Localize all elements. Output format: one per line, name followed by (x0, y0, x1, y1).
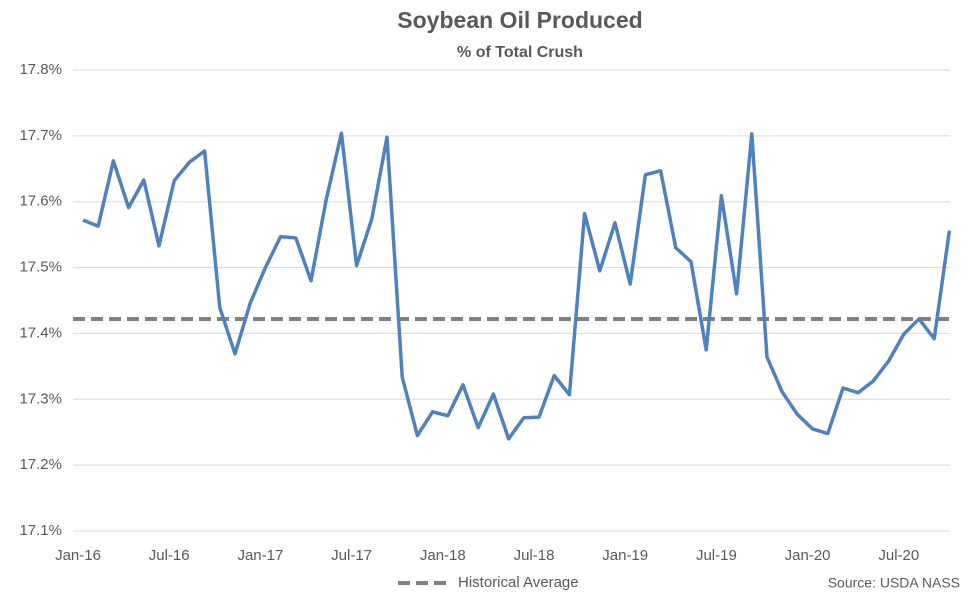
source-note: Source: USDA NASS (828, 575, 960, 591)
x-tick-label: Jan-16 (55, 547, 101, 564)
data-line (82, 131, 952, 441)
y-tick-label: 17.1% (19, 522, 62, 539)
x-tick-label: Jan-18 (420, 547, 466, 564)
x-tick-label: Jan-20 (785, 547, 831, 564)
y-tick-label: 17.4% (19, 324, 62, 341)
chart-subtitle: % of Total Crush (457, 44, 583, 61)
y-tick-label: 17.3% (19, 390, 62, 407)
x-tick-label: Jul-18 (514, 547, 555, 564)
y-tick-label: 17.7% (19, 127, 62, 144)
legend-label: Historical Average (458, 574, 579, 591)
y-tick-label: 17.6% (19, 193, 62, 210)
y-tick-label: 17.5% (19, 259, 62, 276)
x-tick-label: Jul-16 (149, 547, 190, 564)
x-tick-label: Jul-17 (331, 547, 372, 564)
x-tick-label: Jul-19 (696, 547, 737, 564)
y-tick-label: 17.8% (19, 61, 62, 78)
x-tick-label: Jul-20 (878, 547, 919, 564)
chart-title: Soybean Oil Produced (397, 7, 642, 33)
y-tick-label: 17.2% (19, 456, 62, 473)
x-tick-label: Jan-17 (237, 547, 283, 564)
x-tick-label: Jan-19 (602, 547, 648, 564)
